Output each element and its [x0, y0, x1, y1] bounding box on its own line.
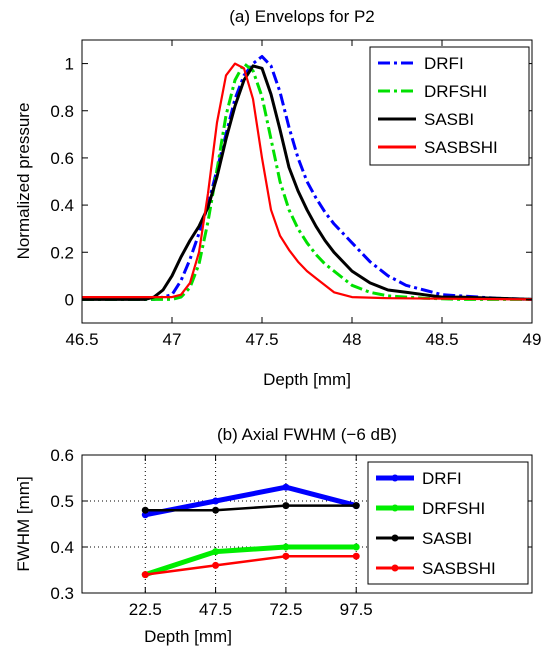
series-line-drfshi [82, 62, 532, 301]
y-tick-label: 0.6 [50, 149, 74, 168]
legend-box [367, 461, 529, 585]
y-tick-label: 0.6 [50, 446, 74, 465]
data-point-drfi [212, 497, 220, 505]
chart-a-ylabel: Normalized pressure [14, 103, 33, 260]
series-line-drfi [82, 55, 533, 301]
legend-label-drfi: DRFI [424, 54, 464, 73]
chart-b-legend: DRFI DRFSHI SASBI SASBSHI [367, 461, 529, 585]
series-line-sasbshi [82, 62, 533, 301]
y-tick-label: 0 [65, 290, 74, 309]
y-tick-label: 0.2 [50, 243, 74, 262]
data-point-sasbi [212, 506, 220, 514]
chart-a-title: (a) Envelops for P2 [229, 7, 375, 26]
chart-a-frame [81, 39, 533, 324]
data-point-sasbshi [212, 561, 220, 569]
y-tick-label: 0.3 [50, 584, 74, 603]
chart-b-ticks: 22.5 47.5 72.5 97.5 0.3 0.4 0.5 0.6 [50, 446, 532, 619]
series-line-sasbshi [145, 554, 357, 576]
chart-a-xlabel: Depth [mm] [263, 370, 351, 389]
x-tick-label: 48.5 [425, 330, 458, 349]
data-point-sasbshi [141, 571, 149, 579]
x-tick-label: 97.5 [340, 600, 373, 619]
data-point-drfi [282, 483, 290, 491]
legend-marker [391, 564, 399, 572]
legend-marker [391, 474, 399, 482]
x-tick-label: 48 [343, 330, 362, 349]
x-tick-label: 72.5 [269, 600, 302, 619]
chart-a-ticks: 46.5 47 47.5 48 48.5 49 0 0.2 0.4 0.6 0.8 1 [50, 40, 541, 349]
chart-a-axes [81, 39, 533, 324]
legend-label-sasbshi: SASBSHI [424, 138, 498, 157]
y-tick-label: 0.4 [50, 538, 74, 557]
legend-label-drfi: DRFI [422, 469, 462, 488]
legend-marker [391, 534, 399, 542]
chart-a-legend: DRFI DRFSHI SASBI SASBSHI [369, 46, 530, 166]
legend-label-sasbi: SASBI [422, 529, 472, 548]
data-point-drfshi [282, 543, 290, 551]
data-point-drfshi [352, 543, 360, 551]
series-line-sasbi [145, 504, 357, 512]
x-tick-label: 49 [523, 330, 542, 349]
data-point-sasbi [141, 506, 149, 514]
y-tick-label: 1 [65, 55, 74, 74]
x-tick-label: 46.5 [65, 330, 98, 349]
chart-b-series-group [141, 483, 360, 579]
series-line-drfshi [144, 544, 357, 577]
chart-b-xlabel: Depth [mm] [144, 627, 232, 646]
x-tick-label: 22.5 [129, 600, 162, 619]
x-tick-label: 47.5 [245, 330, 278, 349]
y-tick-label: 0.5 [50, 492, 74, 511]
chart-b-ylabel: FWHM [mm] [14, 476, 33, 571]
legend-label-sasbshi: SASBSHI [422, 559, 496, 578]
y-tick-label: 0.8 [50, 102, 74, 121]
series-line-drfi [144, 484, 357, 518]
series-line-sasbi [82, 64, 533, 301]
data-point-drfshi [212, 548, 220, 556]
chart-b-frame [81, 454, 533, 594]
envelope-chart: (a) Envelops for P2 46.5 47 47.5 48 48.5 49 0 0… [14, 7, 541, 389]
data-point-sasbshi [282, 552, 290, 560]
chart-a-series-group [82, 55, 533, 301]
chart-b-axes [81, 454, 533, 594]
legend-label-drfshi: DRFSHI [424, 82, 487, 101]
legend-label-sasbi: SASBI [424, 110, 474, 129]
legend-label-drfshi: DRFSHI [422, 499, 485, 518]
data-point-sasbi [352, 502, 360, 510]
y-tick-label: 0.4 [50, 196, 74, 215]
legend-box [369, 46, 530, 166]
x-tick-label: 47 [163, 330, 182, 349]
data-point-sasbshi [352, 552, 360, 560]
x-tick-label: 47.5 [199, 600, 232, 619]
legend-marker [391, 504, 399, 512]
data-point-sasbi [282, 502, 290, 510]
fwhm-chart: (b) Axial FWHM (−6 dB) 22.5 47.5 72.5 97.5 0… [14, 425, 533, 646]
chart-b-title: (b) Axial FWHM (−6 dB) [217, 425, 397, 444]
